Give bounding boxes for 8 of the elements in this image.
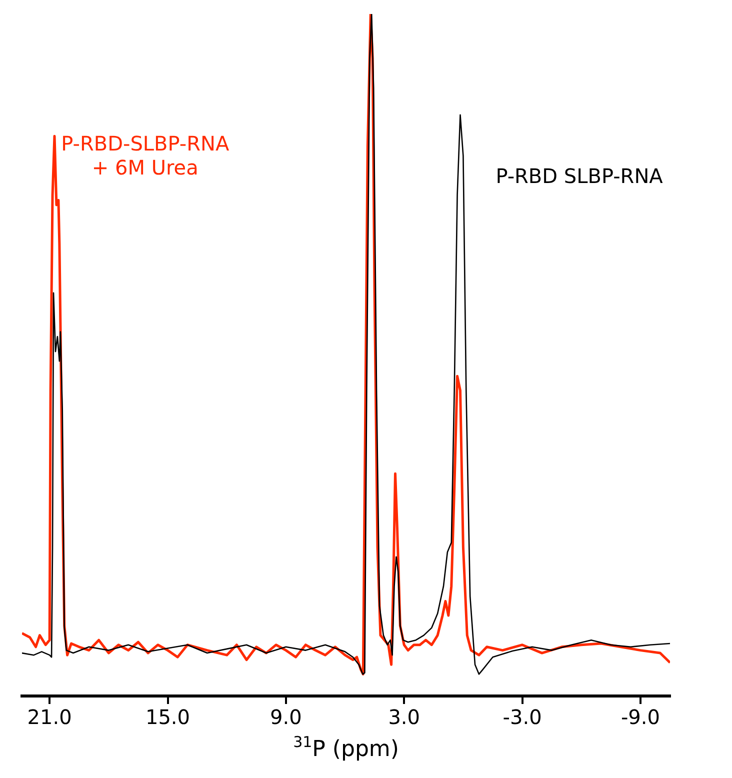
x-tick-label: 9.0: [270, 705, 302, 730]
x-tick-label: 15.0: [145, 705, 190, 730]
series-label: P-RBD SLBP-RNA: [496, 164, 664, 188]
x-tick-label: -3.0: [502, 705, 542, 730]
x-tick-label: 3.0: [388, 705, 420, 730]
x-tick-label: 21.0: [27, 705, 72, 730]
x-tick-label: -9.0: [620, 705, 660, 730]
series-label: P-RBD-SLBP-RNA + 6M Urea: [61, 131, 230, 180]
